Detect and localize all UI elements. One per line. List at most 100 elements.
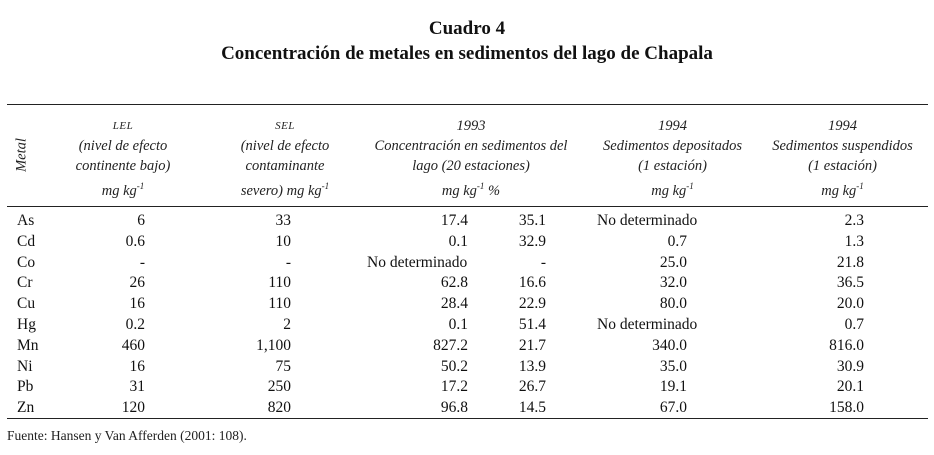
header-dep-line1: Sedimentos depositados: [603, 138, 742, 154]
header-lel-line2: continente bajo): [75, 158, 171, 174]
cell-sel: 2: [283, 316, 291, 333]
cell-sus-1994: 30.9: [836, 357, 864, 375]
cell-sel: 33: [275, 212, 292, 229]
cell-sus-1994: 20.1: [836, 378, 864, 396]
cell-dep-1994: 35.0: [659, 357, 687, 375]
cell-metal: Co: [17, 253, 36, 271]
header-1993-line1: Concentración en sedimentos del: [374, 138, 568, 154]
cell-1993-conc: 0.1: [448, 316, 468, 333]
table-row: Ni 16 75 50.2 13.9 35.0 30.9: [0, 357, 934, 377]
cell-1993-pct: 22.9: [518, 295, 546, 313]
top-rule: [7, 104, 928, 105]
cell-sel: -: [285, 253, 291, 271]
cell-sus-1994: 816.0: [829, 336, 864, 354]
cell-dep-1994: No determinado: [597, 212, 698, 229]
header-lel-abbr: LEL: [112, 120, 134, 132]
cell-dep-1994: 80.0: [659, 295, 687, 313]
header-sus-exp: -1: [856, 181, 864, 191]
header-sus-year: 1994: [828, 118, 857, 134]
source-note: Fuente: Hansen y Van Afferden (2001: 108…: [7, 428, 247, 443]
header-sel-abbr: SEL: [275, 120, 295, 132]
cell-sel: 250: [267, 378, 291, 396]
cell-metal: Pb: [17, 378, 34, 396]
cell-1993-pct: 32.9: [518, 232, 546, 250]
cell-sus-1994: 1.3: [844, 232, 864, 250]
header-sel: SEL (nivel de efecto contaminante severo…: [220, 116, 350, 201]
cell-lel: 16: [129, 295, 146, 313]
header-rule: [7, 206, 928, 207]
table-row: Cu 16 110 28.4 22.9 80.0 20.0: [0, 294, 934, 314]
header-dep-unit: mg kg: [651, 182, 687, 199]
table-row: Mn 460 1,100 827.2 21.7 340.0 816.0: [0, 336, 934, 356]
cell-dep-1994: 25.0: [659, 253, 687, 271]
cell-1993-conc: 96.8: [440, 399, 468, 417]
header-1993: 1993 Concentración en sedimentos del lag…: [360, 116, 582, 201]
table-row: Hg 0.2 2 0.1 51.4 No determinado 0.7: [0, 315, 934, 335]
cell-metal: Zn: [17, 399, 35, 417]
cell-1993-conc: 827.2: [433, 336, 468, 354]
cell-1993-conc: 28.4: [440, 295, 468, 313]
cell-1993-conc: 17.2: [440, 378, 468, 396]
cell-1993-conc: 50.2: [440, 357, 468, 375]
cell-dep-1994: 32.0: [659, 274, 687, 292]
cell-lel: -: [139, 253, 145, 271]
header-sel-line1: (nivel de efecto: [240, 138, 330, 154]
cell-1993-pct: 21.7: [518, 336, 546, 354]
cell-lel: 31: [129, 378, 146, 396]
cell-1993-pct: 51.4: [518, 316, 546, 333]
cell-lel: 6: [137, 212, 145, 229]
cell-metal: Cu: [17, 295, 36, 313]
cell-1993-conc: No determinado: [367, 253, 468, 271]
cell-metal: Mn: [17, 336, 39, 354]
cell-sus-1994: 2.3: [844, 212, 864, 229]
cell-dep-1994: 67.0: [659, 399, 687, 417]
cell-metal: Hg: [17, 316, 36, 333]
bottom-rule: [7, 418, 928, 419]
cell-sel: 75: [275, 357, 292, 375]
header-sus-line2: (1 estación): [808, 158, 877, 174]
header-sus-1994: 1994 Sedimentos suspendidos (1 estación)…: [760, 116, 925, 201]
cell-1993-conc: 62.8: [440, 274, 468, 292]
cell-dep-1994: 19.1: [659, 378, 687, 396]
header-1993-line2: lago (20 estaciones): [412, 158, 530, 174]
header-dep-exp: -1: [686, 181, 694, 191]
cell-sus-1994: 20.0: [836, 295, 864, 313]
table-row: Cr 26 110 62.8 16.6 32.0 36.5: [0, 273, 934, 293]
cell-metal: Cr: [17, 274, 33, 292]
cell-metal: As: [17, 212, 35, 229]
cell-sus-1994: 36.5: [836, 274, 864, 292]
table-subtitle: Concentración de metales en sedimentos d…: [221, 43, 713, 64]
cell-lel: 0.2: [125, 316, 145, 333]
cell-metal: Cd: [17, 232, 36, 250]
table-title: Cuadro 4: [428, 18, 506, 39]
cell-sel: 110: [268, 274, 291, 292]
cell-1993-conc: 0.1: [448, 232, 468, 250]
header-sel-line2: contaminante: [245, 158, 325, 174]
cell-lel: 26: [129, 274, 146, 292]
header-1993-pct: %: [484, 182, 501, 199]
cell-1993-pct: 14.5: [518, 399, 546, 417]
header-metal: Metal: [13, 138, 30, 172]
cell-sel: 110: [268, 295, 291, 313]
cell-lel: 120: [121, 399, 145, 417]
header-lel-exp: -1: [136, 181, 145, 191]
header-dep-1994: 1994 Sedimentos depositados (1 estación)…: [590, 116, 755, 201]
header-sus-line1: Sedimentos suspendidos: [772, 138, 913, 154]
cell-1993-pct: 26.7: [518, 378, 546, 396]
cell-1993-pct: 16.6: [518, 274, 546, 292]
header-lel-line1: (nivel de efecto: [78, 138, 168, 154]
cell-lel: 460: [121, 336, 145, 354]
cell-sel: 10: [275, 232, 292, 250]
cell-lel: 0.6: [125, 232, 145, 250]
cell-dep-1994: No determinado: [597, 316, 698, 333]
cell-1993-pct: 35.1: [518, 212, 546, 229]
cell-dep-1994: 340.0: [652, 336, 687, 354]
header-sel-line3: severo) mg kg: [240, 182, 322, 199]
cell-metal: Ni: [17, 357, 33, 375]
header-dep-line2: (1 estación): [638, 158, 707, 174]
cell-sus-1994: 0.7: [844, 316, 864, 333]
header-dep-year: 1994: [658, 118, 687, 134]
header-sus-unit: mg kg: [821, 182, 857, 199]
cell-1993-pct: -: [540, 253, 546, 271]
cell-sus-1994: 158.0: [829, 399, 864, 417]
